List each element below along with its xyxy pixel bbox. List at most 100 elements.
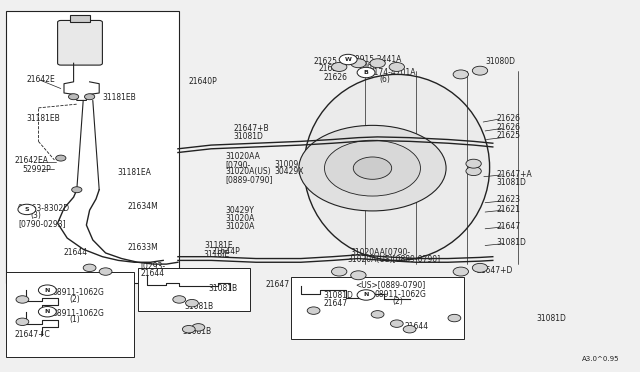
Circle shape [351,271,366,280]
Ellipse shape [304,74,490,260]
Text: 31020A: 31020A [225,222,255,231]
Text: 31081D: 31081D [234,132,264,141]
Text: 30429Y: 30429Y [225,206,254,215]
Circle shape [466,167,481,176]
Circle shape [84,94,95,100]
Circle shape [16,318,29,326]
Circle shape [324,140,420,196]
Text: N: N [364,292,369,298]
Text: 21626: 21626 [318,64,342,73]
Circle shape [339,54,357,65]
Circle shape [371,311,384,318]
Circle shape [332,62,347,71]
Text: (6): (6) [365,62,376,71]
Circle shape [466,159,481,168]
Circle shape [307,307,320,314]
Bar [70,15,90,22]
Circle shape [83,264,96,272]
Text: 21647: 21647 [323,299,348,308]
Text: 08911-1062G: 08911-1062G [374,291,426,299]
Text: 21644: 21644 [404,322,429,331]
Text: 52992P: 52992P [22,165,51,174]
Bar [6,11,179,283]
Text: 21647+C: 21647+C [14,330,50,339]
Circle shape [448,314,461,322]
Text: 31081D: 31081D [536,314,566,323]
Circle shape [332,267,347,276]
Text: 08911-1062G: 08911-1062G [52,309,104,318]
Text: 31181EA: 31181EA [117,169,151,177]
Text: 31081D: 31081D [497,178,527,187]
Text: 21626: 21626 [497,114,521,123]
Text: [0889-0790]: [0889-0790] [225,175,273,184]
Text: 21626: 21626 [497,123,521,132]
Text: 31181EB: 31181EB [27,114,61,123]
Circle shape [99,268,112,275]
Text: 08911-1062G: 08911-1062G [52,288,104,297]
Text: 21644: 21644 [141,269,165,278]
Circle shape [182,326,195,333]
Circle shape [403,326,416,333]
Text: <US>[0889-0790]: <US>[0889-0790] [355,280,426,289]
Circle shape [453,70,468,79]
Text: 21647: 21647 [497,222,521,231]
Text: (6): (6) [380,75,390,84]
Circle shape [18,204,36,215]
Text: 31020AA: 31020AA [225,153,260,161]
Circle shape [186,299,198,307]
Text: 21625: 21625 [497,131,521,140]
Text: 21647: 21647 [266,280,290,289]
Text: (2): (2) [392,297,403,306]
Text: 31020A(US): 31020A(US) [225,167,271,176]
FancyBboxPatch shape [58,20,102,65]
Circle shape [68,94,79,100]
Text: 08915-2441A: 08915-2441A [351,55,402,64]
Text: 21640P: 21640P [189,77,218,86]
Text: [0790-0293]: [0790-0293] [18,219,65,228]
Text: 31081B: 31081B [184,302,214,311]
Text: 31081B: 31081B [182,327,212,336]
Text: W: W [345,57,351,62]
Text: 21642EA: 21642EA [14,156,48,165]
Text: 30429X: 30429X [274,167,303,176]
Circle shape [16,296,29,303]
Text: [0790-: [0790- [225,160,250,169]
Text: 31181EB: 31181EB [102,93,136,102]
Text: 08174-4701A: 08174-4701A [365,68,416,77]
Text: 31020A(US)[0889-0790]: 31020A(US)[0889-0790] [348,255,441,264]
Text: B: B [364,70,369,75]
Circle shape [357,67,375,78]
Text: 21634M: 21634M [128,202,159,211]
Bar [6,272,134,357]
Bar [138,268,250,311]
Text: 31020AA[0790-: 31020AA[0790- [351,247,411,256]
Text: A3.0^0.95: A3.0^0.95 [582,356,620,362]
Circle shape [370,59,385,68]
Circle shape [472,66,488,75]
Text: 31181E: 31181E [205,241,234,250]
Text: 31081B: 31081B [208,284,237,293]
Text: 21625: 21625 [314,57,338,66]
Text: 31020A: 31020A [225,214,255,223]
Text: 21623: 21623 [497,195,521,204]
Circle shape [357,290,375,300]
Text: 21644P: 21644P [211,247,240,256]
Text: 21633M: 21633M [128,243,159,252]
Circle shape [192,324,205,331]
Circle shape [299,125,446,211]
Text: 21647+B: 21647+B [234,124,269,133]
Circle shape [72,187,82,193]
Text: (2): (2) [69,295,80,304]
Text: 31081D: 31081D [497,238,527,247]
Circle shape [389,62,404,71]
Text: 21621: 21621 [497,205,520,214]
Text: N: N [45,309,50,314]
Text: S: S [24,207,29,212]
Text: (3): (3) [31,211,42,220]
Text: 21647+D: 21647+D [477,266,513,275]
Text: 3118IE: 3118IE [204,250,230,259]
Text: N: N [45,288,50,293]
Circle shape [38,307,56,317]
Text: (1): (1) [69,315,80,324]
Text: 21647+A: 21647+A [497,170,532,179]
